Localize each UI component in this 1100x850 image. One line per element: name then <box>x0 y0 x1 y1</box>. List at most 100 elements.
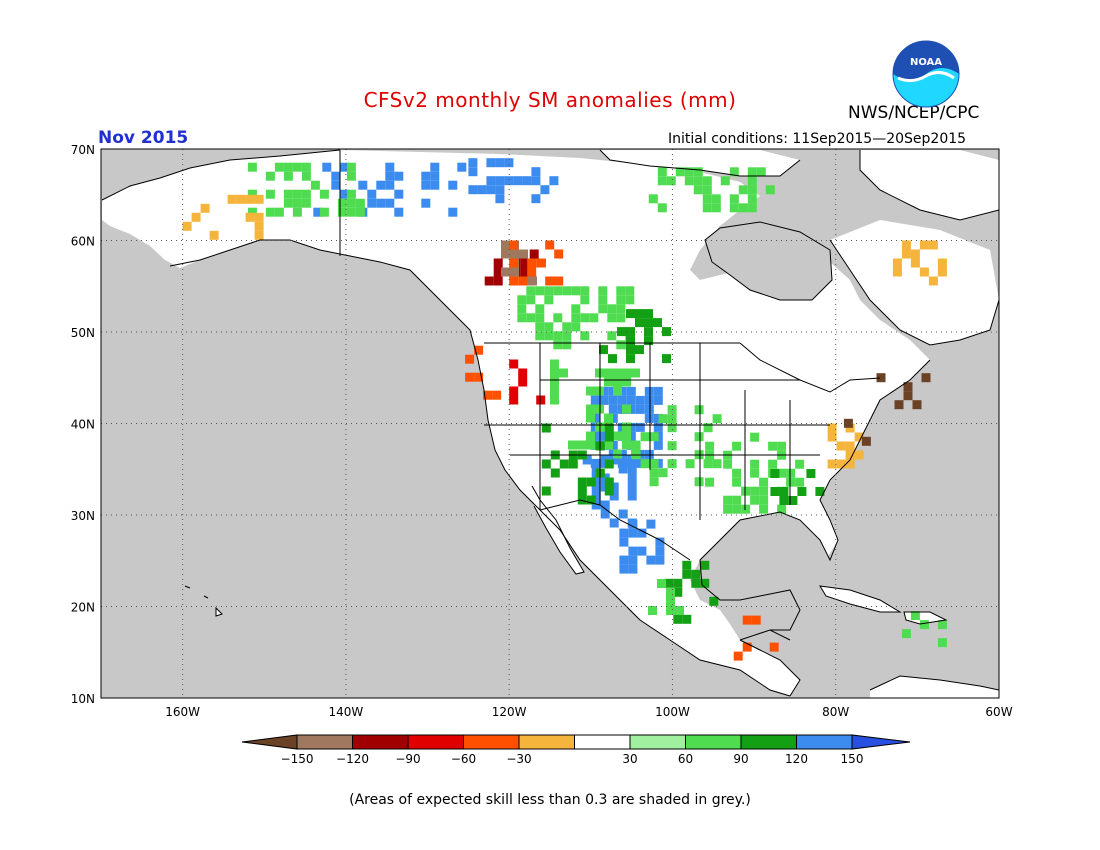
anomaly-cell <box>747 185 757 195</box>
anomaly-cell <box>786 477 796 487</box>
anomaly-cell <box>626 354 635 364</box>
anomaly-cell <box>607 304 617 314</box>
anomaly-cell <box>245 194 255 204</box>
anomaly-cell <box>580 313 590 323</box>
anomaly-cell <box>509 395 519 405</box>
anomaly-cell <box>510 249 519 259</box>
anomaly-cell <box>274 207 284 217</box>
anomaly-cell <box>616 295 626 305</box>
anomaly-cell <box>554 249 564 259</box>
anomaly-cell <box>768 459 778 469</box>
anomaly-cell <box>628 528 638 538</box>
anomaly-cell <box>750 486 760 496</box>
anomaly-cell <box>702 194 712 204</box>
anomaly-cell <box>599 431 609 441</box>
anomaly-cell <box>637 546 647 556</box>
anomaly-cell <box>541 423 551 433</box>
anomaly-cell <box>254 212 264 222</box>
anomaly-cell <box>693 185 703 195</box>
anomaly-cell <box>536 258 546 268</box>
anomaly-cell <box>635 422 645 432</box>
anomaly-cell <box>622 377 631 387</box>
baffin-land <box>860 150 999 220</box>
anomaly-cell <box>331 180 341 190</box>
anomaly-cell <box>599 395 609 405</box>
anomaly-cell <box>600 500 610 510</box>
anomaly-cell <box>655 546 665 556</box>
anomaly-cell <box>747 176 757 186</box>
anomaly-cell <box>919 240 929 250</box>
anomaly-cell <box>619 528 629 538</box>
anomaly-cell <box>607 313 617 323</box>
anomaly-cell <box>376 180 386 190</box>
anomaly-cell <box>604 459 614 469</box>
anomaly-cell <box>797 487 807 496</box>
anomaly-cell <box>550 386 559 396</box>
anomaly-cell <box>609 491 619 501</box>
lat-tick-label: 40N <box>71 418 95 432</box>
south-america-land <box>870 676 999 698</box>
anomaly-cell <box>209 230 219 240</box>
anomaly-cell <box>608 413 618 423</box>
anomaly-cell <box>655 555 665 565</box>
anomaly-cell <box>644 386 654 396</box>
anomaly-cell <box>346 171 356 181</box>
colorbar-right-arrow <box>851 734 911 750</box>
anomaly-cell <box>657 203 667 213</box>
anomaly-cell <box>553 340 563 350</box>
anomaly-cell <box>549 176 559 186</box>
anomaly-cell <box>928 240 938 250</box>
colorbar-label: −60 <box>451 752 476 766</box>
anomaly-cell <box>586 495 596 505</box>
anomaly-cell <box>928 276 938 286</box>
anomaly-cell <box>806 469 816 478</box>
anomaly-cell <box>465 372 475 382</box>
colorbar-label: 90 <box>733 752 748 766</box>
anomaly-cell <box>644 336 653 346</box>
anomaly-cell <box>609 482 619 492</box>
anomaly-cell <box>562 322 572 332</box>
anomaly-cell <box>937 620 947 630</box>
anomaly-cell <box>635 309 644 319</box>
anomaly-cell <box>604 440 613 450</box>
anomaly-cell <box>486 185 496 195</box>
anomaly-cell <box>910 258 920 268</box>
anomaly-cell <box>519 249 528 259</box>
anomaly-cell <box>759 504 769 514</box>
anomaly-cell <box>518 276 528 286</box>
anomaly-cell <box>527 258 537 268</box>
anomaly-cell <box>346 189 356 199</box>
anomaly-cell <box>644 395 654 405</box>
anomaly-cell <box>741 504 751 514</box>
anomaly-cell <box>627 473 637 483</box>
anomaly-cell <box>666 606 675 615</box>
anomaly-cell <box>617 386 627 396</box>
anomaly-cell <box>921 373 931 383</box>
anomaly-cell <box>608 440 618 450</box>
anomaly-cell <box>705 441 715 451</box>
anomaly-cell <box>608 404 618 414</box>
anomaly-cell <box>684 167 694 177</box>
lon-tick-label: 100W <box>655 705 690 719</box>
anomaly-cell <box>495 185 505 195</box>
colorbar-label: 30 <box>622 752 637 766</box>
anomaly-cell <box>712 414 722 424</box>
anomaly-cell <box>626 309 635 319</box>
anomaly-cell <box>666 176 676 186</box>
anomaly-cell <box>644 413 654 423</box>
anomaly-cell <box>684 176 694 186</box>
anomaly-cell <box>723 495 733 505</box>
labrador-land <box>830 220 999 345</box>
anomaly-cell <box>421 171 431 181</box>
anomaly-cell <box>626 404 636 414</box>
anomaly-cell <box>618 455 628 465</box>
anomaly-cell <box>937 258 947 268</box>
anomaly-cell <box>619 564 629 574</box>
anomaly-cell <box>465 354 475 364</box>
latitude-labels: 10N 20N 30N 40N 50N 60N 70N <box>71 143 95 706</box>
anomaly-cell <box>703 459 713 469</box>
anomaly-cell <box>626 422 636 432</box>
anomaly-cell <box>912 400 922 410</box>
anomaly-cell <box>685 459 695 469</box>
